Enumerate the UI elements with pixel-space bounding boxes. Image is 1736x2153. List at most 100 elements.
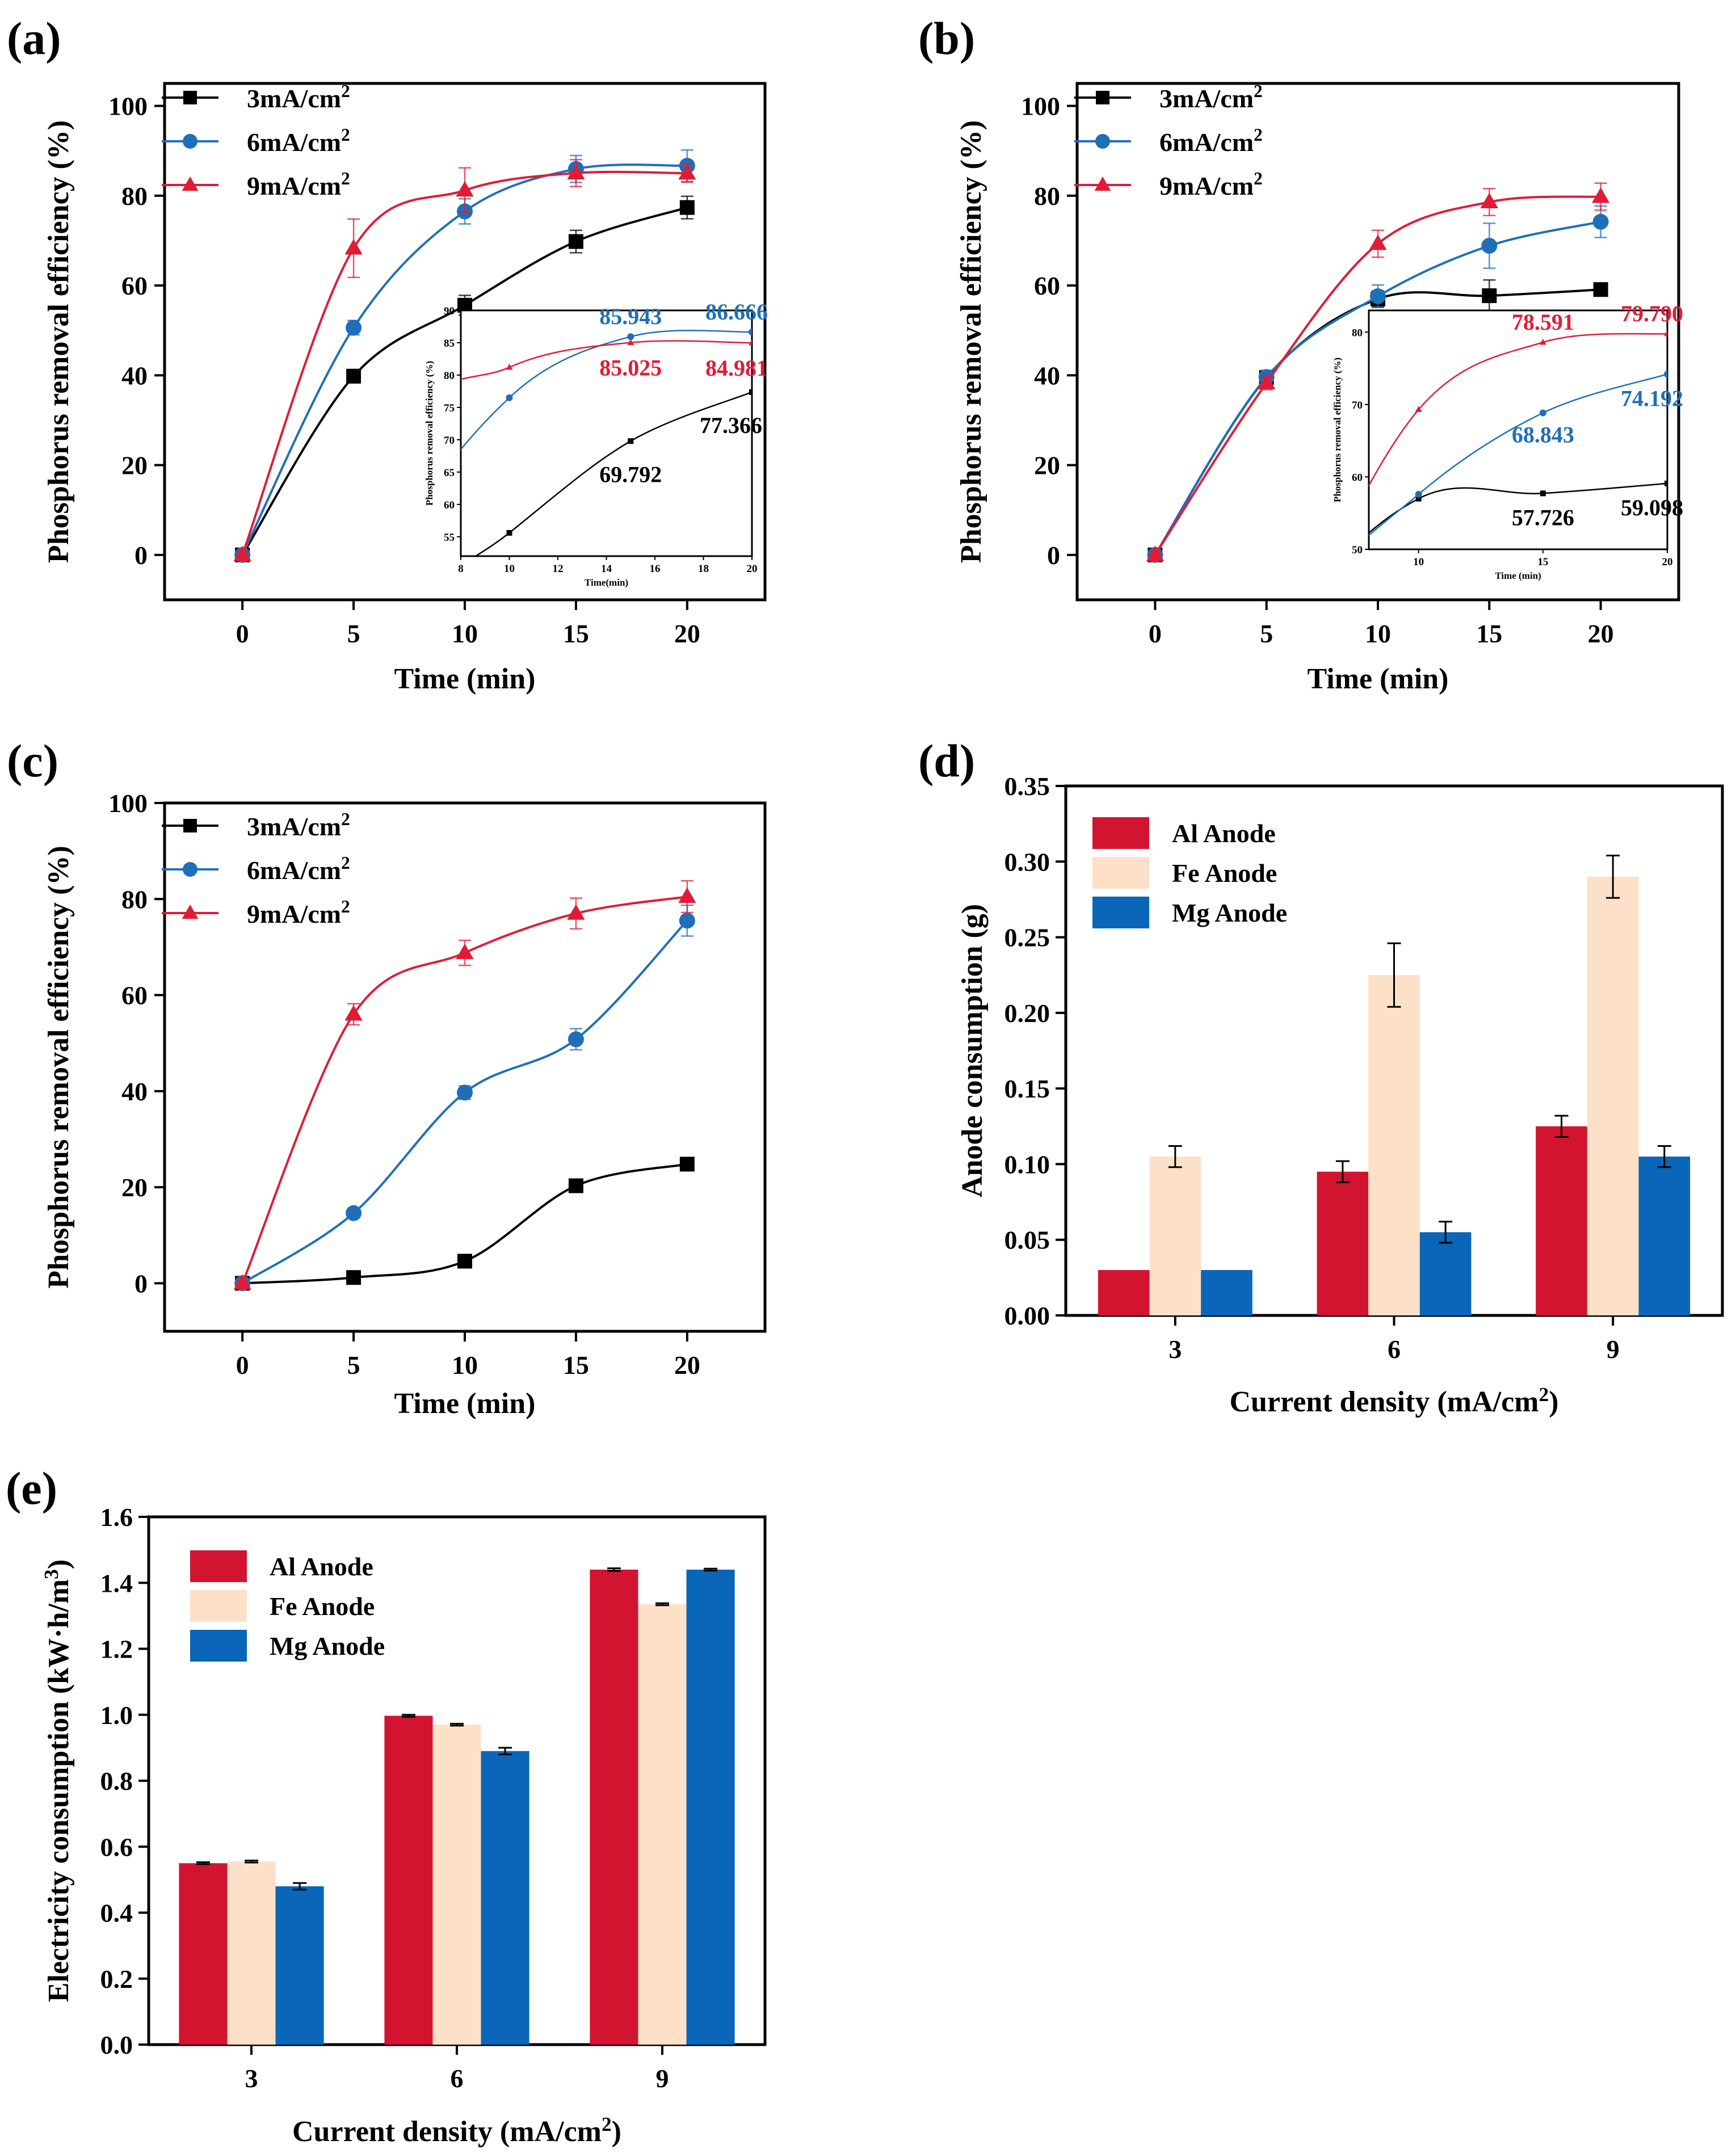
data-point	[679, 200, 695, 215]
inset-data-point	[506, 394, 513, 401]
series-line	[241, 163, 687, 556]
bar	[1587, 876, 1639, 1315]
x-axis-title: Current density (mA/cm2)	[1230, 1383, 1559, 1418]
inset-series-line	[461, 330, 752, 451]
data-point	[1593, 282, 1608, 297]
y-tick-label: 1.6	[100, 1503, 133, 1532]
y-tick-label: 80	[1034, 182, 1060, 211]
y-tick-label: 80	[121, 885, 148, 914]
data-point	[346, 1205, 362, 1221]
inset-data-point	[628, 438, 634, 444]
x-axis-title: Time (min)	[394, 663, 536, 695]
inset-x-tick-label: 10	[504, 563, 515, 575]
data-point	[344, 239, 363, 255]
legend-label: 6mA/cm2	[247, 853, 350, 885]
bar	[1098, 1270, 1150, 1315]
data-point	[568, 1178, 583, 1193]
chart-d: (d) 0.00 0.05 0.10 0.15 0.20 0.25 0.30 0.35 3 6 9 Al…	[918, 735, 1724, 1418]
y-tick-label: 0.05	[1004, 1226, 1050, 1255]
series-0	[235, 1157, 695, 1291]
x-tick-label: 10	[1365, 619, 1391, 648]
inset-data-point	[627, 339, 634, 345]
legend-label: Mg Anode	[1172, 898, 1287, 927]
inset-frame	[460, 309, 753, 557]
y-tick-label: 60	[1034, 271, 1060, 300]
y-tick-label: 1.4	[100, 1569, 133, 1597]
inset-annotation: 68.843	[1512, 422, 1574, 448]
inset-data-point	[1539, 409, 1546, 417]
y-tick-label: 0.0	[100, 2030, 133, 2059]
chart-e: (e) 0.0 0.2 0.4 0.6 0.8 1.0 1.2 1.4 1.6 3 6 9 Al Anod…	[6, 1462, 767, 2148]
bar	[1201, 1270, 1252, 1315]
series-line	[242, 919, 688, 1285]
inset-x-tick-label: 12	[553, 563, 564, 575]
legend-label: 3mA/cm2	[247, 81, 350, 113]
data-point	[233, 545, 251, 561]
y-tick-label: 0	[1047, 541, 1060, 570]
inset-series-line	[1369, 333, 1667, 487]
y-tick-label: 100	[108, 789, 148, 818]
inset-y-tick-label: 50	[1352, 544, 1363, 556]
inset-annotation: 78.591	[1512, 309, 1574, 335]
legend-label: 3mA/cm2	[1159, 81, 1263, 113]
data-point	[1482, 288, 1497, 304]
y-tick-label: 0.00	[1004, 1301, 1050, 1330]
inset-annotation: 74.192	[1621, 385, 1683, 411]
inset-series-line	[474, 391, 752, 556]
x-tick-label: 6	[1388, 1335, 1401, 1364]
inset-annotation: 85.943	[599, 304, 662, 329]
inset-annotation: 59.098	[1621, 495, 1683, 520]
bar	[590, 1570, 638, 2045]
x-axis-title: Time (min)	[1308, 663, 1449, 695]
inset-data-point	[506, 529, 512, 536]
legend-marker	[182, 905, 199, 919]
legend-label: 9mA/cm2	[1159, 169, 1263, 200]
inset-series-line	[461, 340, 752, 380]
bar	[481, 1751, 529, 2045]
inset-data-point	[1664, 371, 1667, 378]
inset-plot	[461, 328, 752, 556]
legend-marker	[182, 176, 199, 191]
inset-data-point	[749, 328, 752, 335]
inset-x-title: Time (min)	[1495, 570, 1541, 581]
series-line	[1154, 195, 1601, 556]
y-tick-label: 100	[108, 92, 148, 121]
x-tick-label: 15	[563, 1351, 589, 1380]
data-point	[346, 368, 362, 384]
y-tick-label: 0	[134, 541, 148, 570]
inset-y-tick-label: 85	[444, 338, 455, 350]
legend-label: 9mA/cm2	[247, 169, 350, 200]
legend-label: Fe Anode	[270, 1592, 375, 1621]
x-tick-label: 0	[1149, 619, 1162, 648]
y-tick-label: 0.35	[1004, 772, 1050, 801]
inset-annotation: 85.025	[599, 355, 662, 381]
bar	[432, 1725, 481, 2045]
inset-series-line	[1369, 373, 1667, 537]
x-tick-label: 3	[245, 2064, 258, 2093]
legend-label: 9mA/cm2	[247, 897, 350, 928]
y-tick-label: 80	[121, 182, 148, 211]
inset-x-tick-label: 16	[650, 563, 661, 575]
panel-label: (e)	[6, 1462, 57, 1514]
inset-x-tick-label: 8	[458, 563, 464, 575]
data-point	[678, 164, 696, 180]
series-1	[234, 905, 695, 1292]
data-point	[1369, 234, 1387, 250]
inset-y-tick-label: 70	[444, 435, 455, 447]
y-axis-title: Phosphorus removal efficiency (%)	[955, 120, 987, 563]
legend-marker	[183, 862, 197, 877]
legend-label: Al Anode	[1172, 819, 1276, 848]
legend-swatch	[1092, 817, 1149, 849]
data-point	[1481, 238, 1498, 254]
data-point	[1480, 192, 1498, 209]
y-tick-label: 20	[121, 451, 148, 480]
inset-b: 10 15 20 50 60 70 80 Time (min) Phosphorus remov…	[1332, 301, 1683, 581]
series-line	[241, 170, 687, 556]
data-point	[679, 1157, 695, 1172]
inset-y-tick-label: 75	[444, 402, 455, 414]
x-tick-label: 20	[674, 619, 700, 648]
y-tick-label: 0.4	[100, 1899, 133, 1928]
inset-x-tick-label: 10	[1413, 556, 1424, 568]
inset-data-point	[1664, 330, 1667, 337]
inset-data-point	[1539, 338, 1546, 345]
